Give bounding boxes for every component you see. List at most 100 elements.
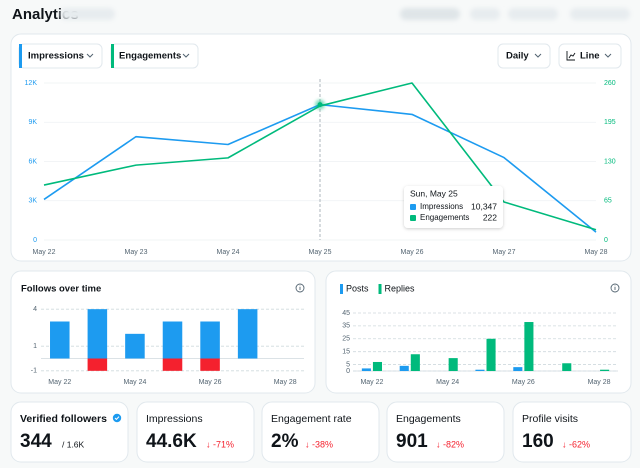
- card-box: [512, 401, 632, 463]
- bar: [87, 358, 108, 371]
- x-tick-label: May 26: [512, 379, 535, 386]
- bar: [125, 333, 145, 359]
- stat-change: ↓ -38%: [305, 439, 333, 449]
- tooltip-swatch: [410, 204, 416, 210]
- line-icon: [566, 51, 576, 61]
- metric-dropdown[interactable]: Impressions: [18, 43, 103, 69]
- x-tick-label: May 24: [217, 249, 240, 256]
- tooltip-value: 10,347: [471, 201, 497, 211]
- tooltip-name: Impressions: [420, 202, 463, 211]
- stat-card: Verified followers 344 / 1.6K: [10, 401, 129, 463]
- info-circle[interactable]: [610, 283, 620, 293]
- series-indicator: [111, 44, 114, 68]
- info-icon[interactable]: [610, 283, 620, 293]
- y-tick-label: 12K: [25, 80, 38, 87]
- stat-value: 901: [396, 431, 428, 452]
- legend-swatch: [378, 284, 382, 294]
- stat-value: 2%: [271, 431, 299, 452]
- bar: [200, 321, 220, 359]
- chevron: [182, 53, 190, 58]
- posts-card: [325, 270, 632, 394]
- bar: [237, 309, 258, 359]
- y2-tick-label: 195: [604, 119, 616, 126]
- legend-label: Posts: [346, 283, 369, 293]
- blurred-item: [400, 8, 460, 20]
- x-tick-label: May 24: [436, 379, 459, 386]
- x-tick-label: May 24: [123, 379, 146, 386]
- stat-label: Engagements: [396, 413, 461, 425]
- chart-title: Follows over time: [21, 284, 101, 295]
- verified-badge: [112, 413, 122, 423]
- bar: [162, 358, 183, 371]
- y-tick-label: 35: [342, 323, 350, 330]
- x-tick-label: May 25: [309, 249, 332, 256]
- bar: [399, 365, 409, 371]
- bar: [361, 368, 371, 371]
- bar: [410, 354, 420, 371]
- y-tick-label: 15: [342, 349, 350, 356]
- bar: [372, 361, 383, 371]
- legend-swatch: [340, 284, 343, 294]
- blurred-item: [60, 8, 115, 20]
- tooltip-title: Sun, May 25: [410, 188, 458, 198]
- x-tick-label: May 28: [585, 249, 608, 256]
- series-indicator: [19, 44, 22, 68]
- blurred-item: [508, 8, 558, 20]
- y2-tick-label: 0: [604, 237, 608, 244]
- y-tick-label: 9K: [28, 119, 37, 126]
- x-tick-label: May 26: [401, 249, 424, 256]
- y-tick-label: -1: [31, 368, 37, 375]
- card-box: [10, 401, 129, 463]
- x-tick-label: May 28: [274, 379, 297, 386]
- stat-change: ↓ -82%: [436, 439, 464, 449]
- tooltip-swatch: [410, 215, 416, 221]
- stat-card: Profile visits 160 ↓ -62%: [512, 401, 632, 463]
- dropdown-box[interactable]: [497, 43, 551, 69]
- x-tick-label: May 26: [199, 379, 222, 386]
- interval-dropdown[interactable]: Daily: [497, 43, 551, 69]
- bar: [475, 369, 485, 371]
- tooltip-name: Engagements: [420, 213, 469, 222]
- x-tick-label: May 27: [493, 249, 516, 256]
- dropdown-label[interactable]: Engagements: [119, 51, 181, 62]
- x-tick-label: May 22: [33, 249, 56, 256]
- y-tick-label: 4: [33, 306, 37, 313]
- style-dropdown[interactable]: Line: [558, 43, 622, 69]
- dropdown-label[interactable]: Line: [580, 51, 600, 62]
- verified-check: [114, 416, 120, 421]
- legend-label: Replies: [385, 283, 416, 293]
- blurred-item: [570, 8, 630, 20]
- stat-value: 344: [20, 431, 52, 452]
- info-circle[interactable]: [295, 283, 305, 293]
- dropdown-box[interactable]: [558, 43, 622, 69]
- y2-tick-label: 130: [604, 158, 616, 165]
- stat-card: Engagement rate 2% ↓ -38%: [261, 401, 380, 463]
- bar: [162, 321, 183, 359]
- dropdown-label[interactable]: Daily: [506, 51, 529, 62]
- chevron: [534, 53, 542, 58]
- x-tick-label: May 22: [360, 379, 383, 386]
- y-tick-label: 25: [342, 336, 350, 343]
- y-tick-label: 5: [346, 361, 350, 368]
- dropdown-label[interactable]: Impressions: [28, 51, 84, 62]
- y-tick-label: 3K: [28, 198, 37, 205]
- info-icon[interactable]: [295, 283, 305, 293]
- stat-label: Impressions: [146, 413, 203, 425]
- tooltip: [404, 186, 503, 228]
- metric-dropdown[interactable]: Engagements: [110, 43, 199, 69]
- y-tick-label: 0: [346, 368, 350, 375]
- bar: [87, 309, 108, 359]
- bar: [486, 338, 496, 371]
- stat-card: Impressions 44.6K ↓ -71%: [136, 401, 255, 463]
- y2-tick-label: 260: [604, 80, 616, 87]
- hover-dot: [317, 102, 323, 108]
- x-tick-label: May 23: [125, 249, 148, 256]
- bar: [562, 363, 572, 371]
- stat-change: ↓ -71%: [206, 439, 234, 449]
- stat-value: 44.6K: [146, 431, 197, 452]
- stat-label: Verified followers: [20, 413, 107, 425]
- blurred-item: [470, 8, 500, 20]
- bar: [513, 367, 523, 371]
- bar: [524, 322, 534, 371]
